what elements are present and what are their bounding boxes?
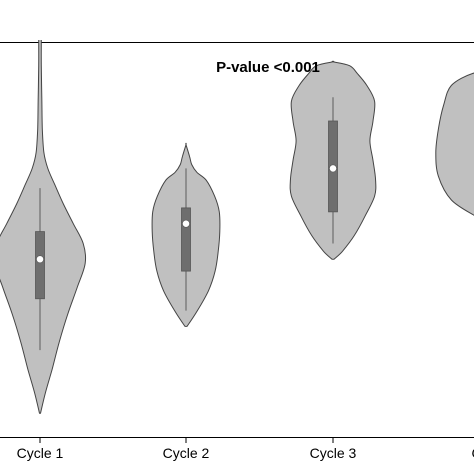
median-dot-cycle-2 bbox=[182, 219, 190, 228]
violin-cycle-1 bbox=[0, 40, 87, 414]
median-dot-cycle-3 bbox=[329, 164, 337, 173]
iqr-box-cycle-2 bbox=[181, 207, 191, 272]
iqr-box-cycle-1 bbox=[35, 231, 45, 300]
x-tick-label-cycle-1: Cycle 1 bbox=[17, 445, 64, 461]
x-tick-label-cycle-2: Cycle 2 bbox=[163, 445, 210, 461]
x-tick-label-cycle-4: Cy bbox=[471, 445, 474, 461]
x-tick-label-cycle-3: Cycle 3 bbox=[310, 445, 357, 461]
violin-cycle-4 bbox=[435, 72, 474, 216]
x-axis-ticks: Cycle 1 Cycle 2 Cycle 3 Cy bbox=[17, 437, 474, 461]
median-dot-cycle-1 bbox=[36, 255, 44, 264]
p-value-annotation: P-value <0.001 bbox=[216, 59, 320, 76]
violin-series bbox=[0, 40, 474, 414]
